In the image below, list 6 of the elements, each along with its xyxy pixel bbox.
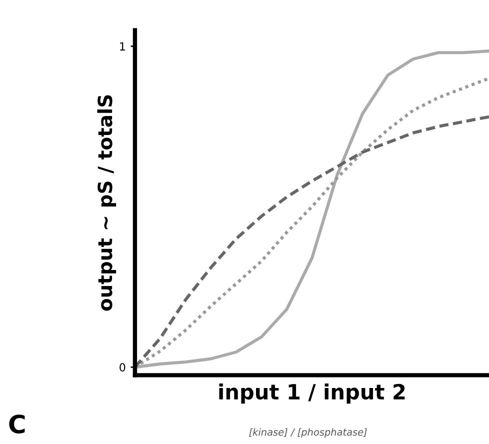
x-axis-title: input 1 / input 2: [219, 384, 405, 404]
text: [kinase] / [phosphatase]: [249, 428, 367, 438]
y-tick-label: 1: [120, 42, 125, 50]
text: C: [9, 414, 25, 434]
y-axis-title: output ~ pS / totalS: [97, 95, 116, 311]
y-tick-label: 0: [120, 363, 126, 372]
